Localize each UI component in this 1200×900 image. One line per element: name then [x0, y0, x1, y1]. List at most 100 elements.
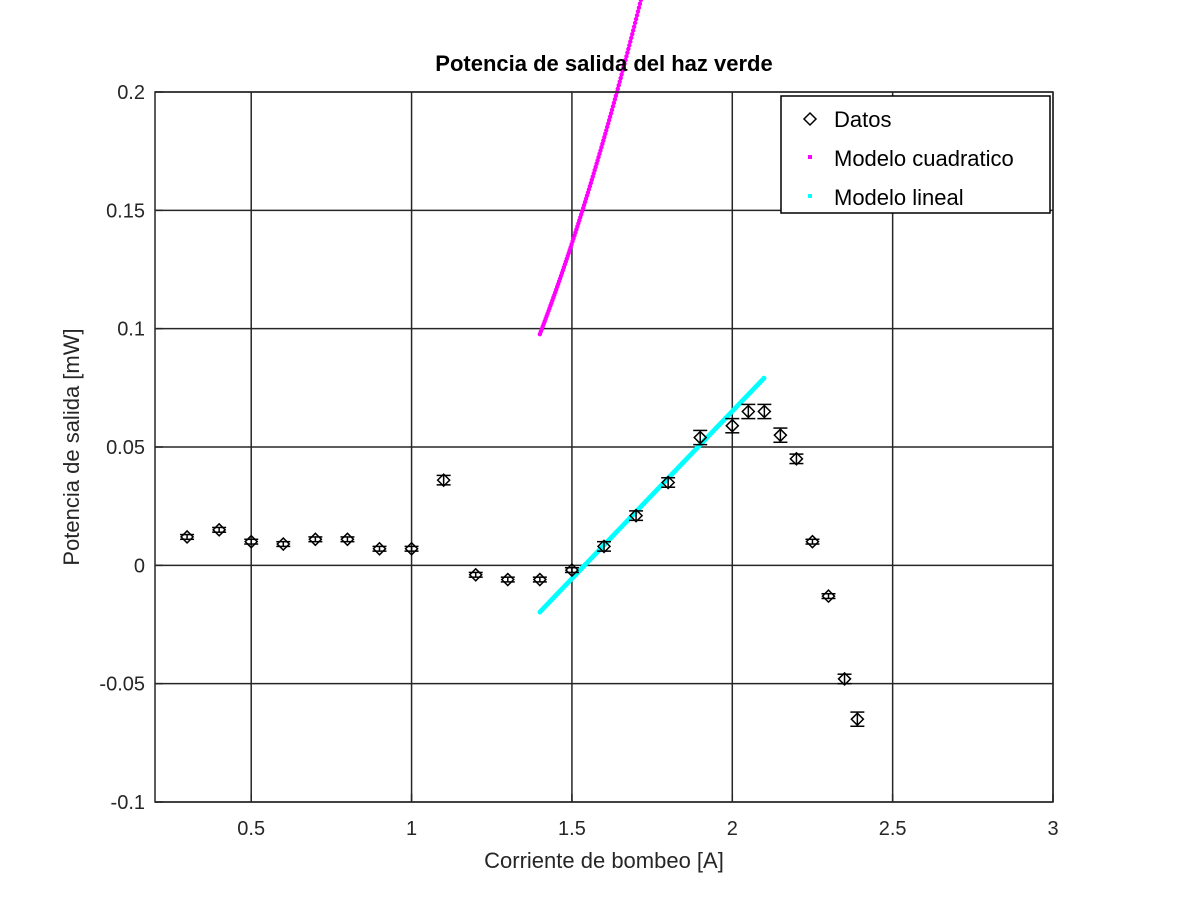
quadratic-model-point — [609, 107, 615, 113]
quadratic-model-point — [608, 111, 614, 116]
diamond-marker — [837, 671, 852, 686]
quadratic-model-series — [537, 0, 644, 337]
diamond-marker — [276, 536, 291, 552]
data-point — [372, 541, 387, 556]
diamond-marker — [773, 428, 788, 443]
data-point — [340, 532, 355, 547]
legend: Datos Modelo cuadratico Modelo lineal — [780, 95, 1051, 214]
data-point — [789, 451, 804, 466]
data-point — [773, 427, 788, 444]
quadratic-model-point — [604, 128, 609, 133]
quadratic-model-point — [601, 138, 606, 143]
legend-item-modelo-cuadratico: Modelo cuadratico — [808, 146, 1014, 171]
diamond-marker — [340, 532, 355, 547]
quadratic-model-point — [621, 65, 626, 70]
legend-item-datos: Datos — [802, 107, 891, 132]
quadratic-model-point — [616, 83, 621, 88]
data-point — [308, 532, 323, 547]
legend-item-modelo-lineal: Modelo lineal — [808, 185, 964, 210]
legend-dot-marker — [808, 155, 812, 159]
y-axis-label: Potencia de salida [mW] — [59, 328, 84, 565]
data-point — [596, 539, 612, 554]
y-tick-label: 0.2 — [117, 82, 145, 104]
diamond-marker — [821, 589, 836, 604]
diamond-marker — [532, 572, 547, 587]
quadratic-model-point — [600, 141, 605, 147]
diamond-marker — [805, 534, 820, 549]
diamond-marker — [789, 451, 804, 466]
quadratic-model-point — [603, 131, 608, 136]
quadratic-model-point — [635, 9, 641, 14]
diamond-marker — [468, 567, 483, 582]
data-point — [693, 429, 708, 446]
data-point — [821, 589, 836, 604]
quadratic-model-point — [632, 20, 638, 26]
y-tick-label: 0.05 — [106, 437, 145, 459]
x-tick-label: 3 — [1047, 818, 1058, 840]
data-point — [850, 711, 865, 728]
data-point — [468, 567, 483, 582]
quadratic-model-point — [598, 148, 603, 153]
data-point — [180, 529, 195, 544]
diamond-marker — [564, 563, 579, 578]
diamond-marker — [180, 529, 195, 544]
y-tick-label: 0 — [134, 555, 145, 577]
quadratic-model-point — [627, 43, 632, 48]
diamond-marker — [212, 522, 227, 537]
quadratic-model-point — [607, 114, 613, 119]
legend-box — [780, 95, 1051, 214]
legend-diamond-marker — [802, 111, 818, 127]
quadratic-model-point — [629, 35, 634, 41]
quadratic-model-point — [617, 79, 622, 84]
quadratic-model-point — [623, 57, 628, 63]
diamond-marker — [741, 404, 756, 419]
quadratic-model-point — [618, 75, 623, 81]
x-axis-label: Corriente de bombeo [A] — [484, 848, 724, 873]
diamond-marker — [500, 572, 515, 587]
y-tick-label: -0.1 — [111, 792, 145, 814]
quadratic-model-point — [615, 86, 620, 91]
quadratic-model-point — [630, 31, 635, 37]
x-tick-label: 1 — [406, 818, 417, 840]
data-point — [805, 534, 820, 549]
data-point — [212, 522, 227, 537]
y-tick-label: 0.1 — [117, 319, 145, 341]
data-point — [757, 403, 772, 420]
legend-label: Datos — [834, 107, 891, 132]
data-point — [404, 541, 419, 556]
data-point — [837, 671, 852, 686]
x-tick-label: 1.5 — [558, 818, 586, 840]
x-tick-label: 0.5 — [237, 818, 265, 840]
quadratic-model-point — [630, 28, 636, 33]
quadratic-model-point — [605, 124, 610, 130]
quadratic-model-point — [597, 151, 602, 157]
data-point — [661, 475, 676, 490]
data-point — [276, 536, 291, 552]
quadratic-model-point — [596, 154, 601, 160]
diamond-marker — [693, 430, 708, 445]
quadratic-model-point — [605, 121, 611, 126]
quadratic-model-point — [628, 39, 633, 44]
linear-model-series — [537, 375, 767, 615]
diamond-marker — [308, 532, 323, 547]
data-point — [629, 508, 644, 523]
diamond-marker — [725, 418, 740, 433]
legend-dot-marker — [808, 194, 812, 198]
quadratic-model-point — [626, 46, 631, 52]
quadratic-model-point — [619, 72, 624, 77]
quadratic-model-point — [638, 0, 644, 3]
quadratic-model-point — [625, 50, 630, 55]
linear-model-point — [761, 375, 767, 381]
data-point — [244, 534, 259, 549]
y-tick-label: -0.05 — [99, 674, 145, 696]
data-point — [741, 403, 756, 420]
y-tick-label: 0.15 — [106, 200, 145, 222]
data-point — [564, 563, 579, 578]
legend-label: Modelo lineal — [834, 185, 964, 210]
quadratic-model-point — [634, 13, 640, 18]
diamond-marker — [404, 541, 419, 556]
x-tick-label: 2 — [727, 818, 738, 840]
quadratic-model-point — [613, 93, 619, 99]
data-series — [180, 403, 865, 728]
ticks: 0.5 1 1.5 2 2.5 3 -0.1 -0.05 0 0.05 0.1 0.15 0.2 — [99, 82, 1058, 840]
